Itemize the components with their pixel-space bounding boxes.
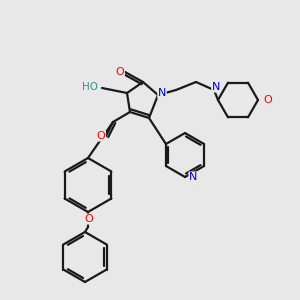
Text: O: O — [85, 214, 93, 224]
Text: O: O — [263, 95, 272, 105]
Text: N: N — [189, 172, 197, 182]
Text: O: O — [116, 67, 124, 77]
Text: N: N — [212, 82, 220, 92]
Text: O: O — [97, 131, 105, 141]
Text: HO: HO — [82, 82, 98, 92]
Text: N: N — [158, 88, 166, 98]
